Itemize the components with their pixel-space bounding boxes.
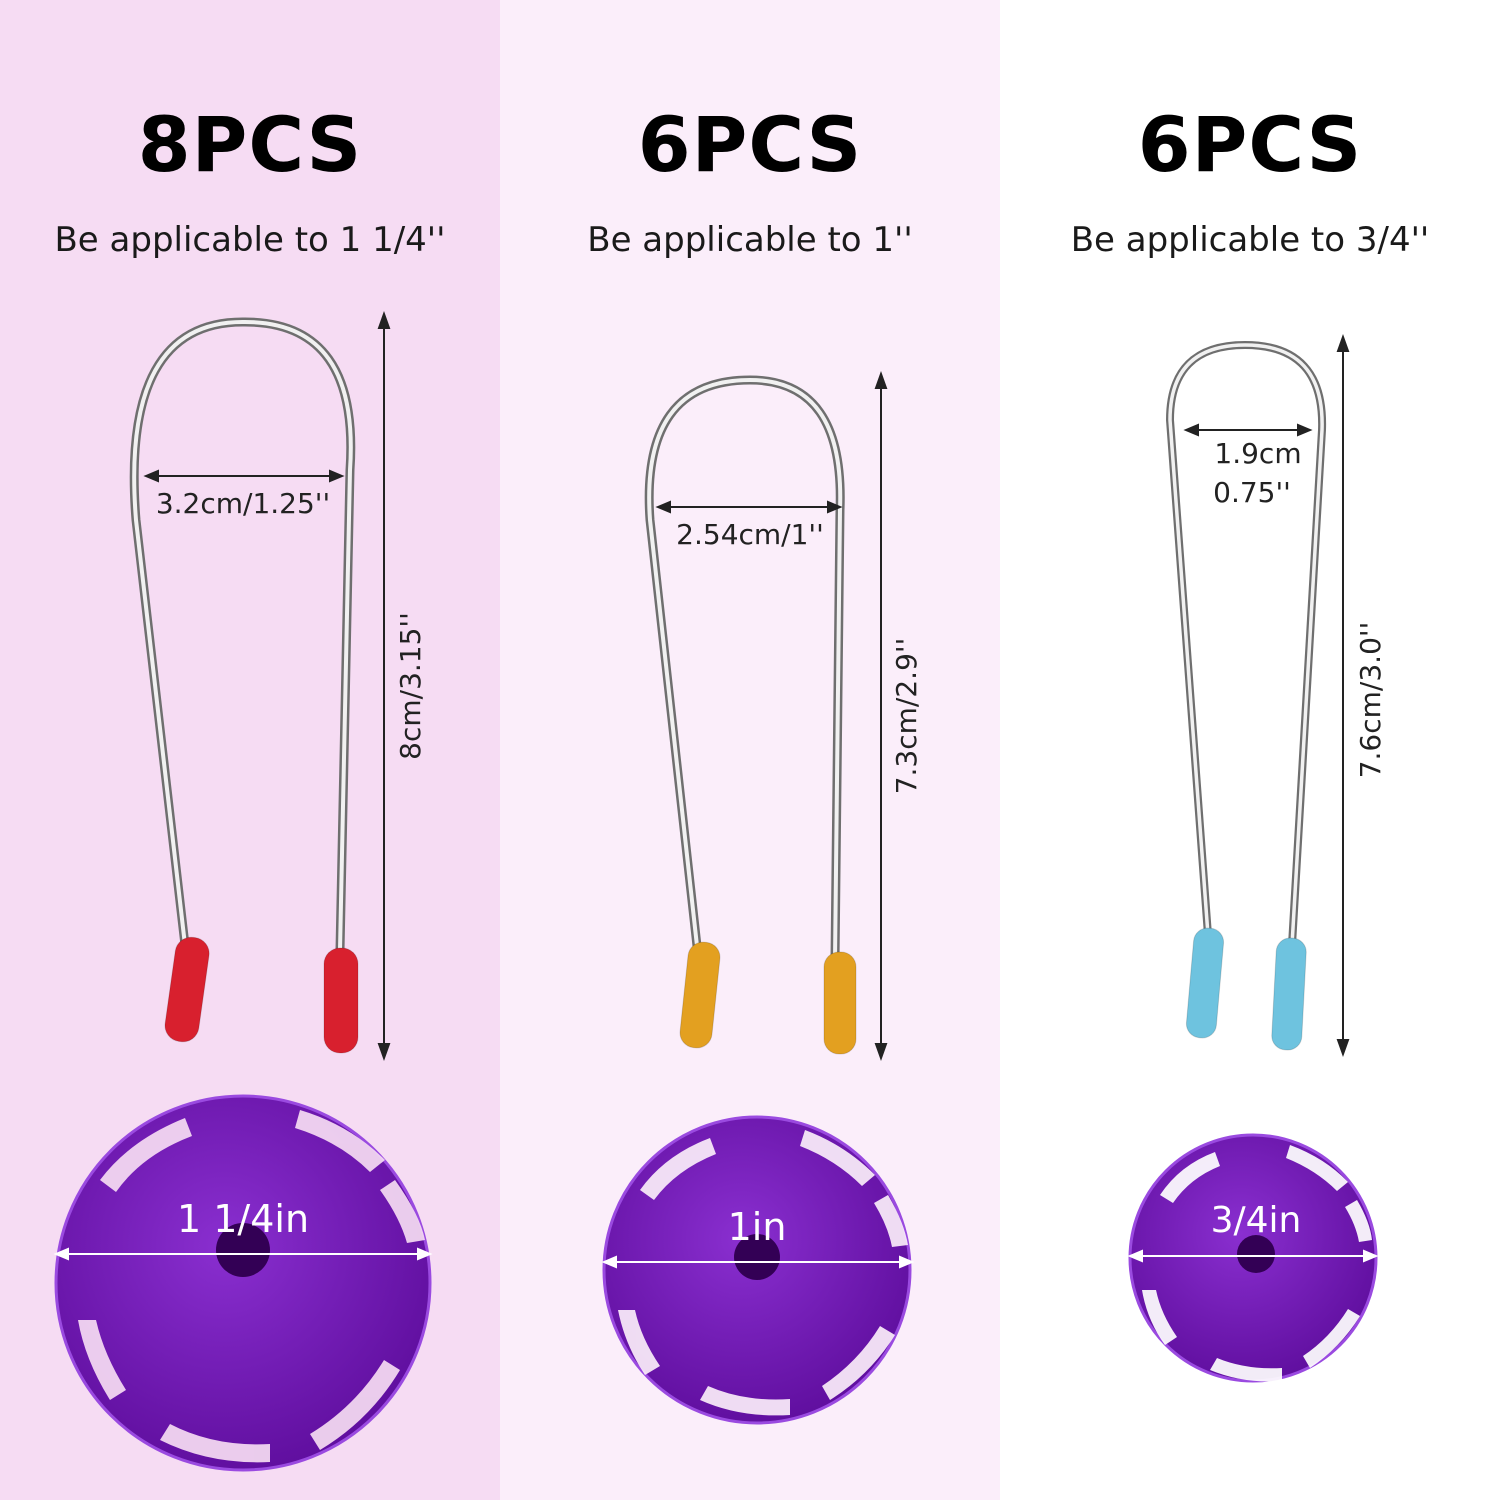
height-arrow bbox=[874, 371, 888, 1061]
piece-count: 8PCS bbox=[137, 100, 363, 189]
clip-diagram: 1.9cm 0.75'' 7.6cm/3.0'' 3/ bbox=[1127, 334, 1387, 1383]
rubber-tip-left bbox=[1185, 927, 1225, 1039]
height-label: 7.3cm/2.9'' bbox=[890, 638, 923, 795]
applicable-size: Be applicable to 1 1/4'' bbox=[54, 220, 446, 260]
piece-count: 6PCS bbox=[637, 100, 863, 189]
product-column-1-1-4in: 8PCS Be applicable to 1 1/4'' 3.2cm/1.25… bbox=[0, 0, 500, 1500]
height-arrow bbox=[1336, 334, 1350, 1057]
disc-width-arrow bbox=[601, 1255, 915, 1269]
width-arrow bbox=[143, 469, 345, 483]
height-label: 7.6cm/3.0'' bbox=[1354, 622, 1387, 779]
applicable-size: Be applicable to 1'' bbox=[587, 220, 913, 260]
piece-count: 6PCS bbox=[1137, 100, 1363, 189]
clip-diagram: 3.2cm/1.25'' 8cm/3.15'' bbox=[53, 311, 433, 1472]
rubber-tip-right bbox=[823, 951, 857, 1055]
height-arrow bbox=[377, 311, 391, 1061]
metal-clip-wire bbox=[129, 317, 356, 955]
rubber-tip-right bbox=[1271, 937, 1307, 1051]
width-arrow bbox=[1183, 423, 1313, 437]
purple-disc bbox=[1128, 1133, 1378, 1383]
disc-label: 3/4in bbox=[1211, 1200, 1302, 1241]
height-label: 8cm/3.15'' bbox=[394, 612, 427, 760]
rubber-tip-left bbox=[164, 936, 210, 1043]
clip-diagram: 2.54cm/1'' 7.3cm/2.9'' 1in bbox=[601, 371, 923, 1425]
disc-label: 1in bbox=[728, 1205, 787, 1249]
width-label-line1: 1.9cm bbox=[1214, 437, 1301, 470]
rubber-tip-right bbox=[323, 947, 359, 1054]
purple-disc bbox=[602, 1115, 912, 1425]
metal-clip-wire bbox=[644, 375, 845, 965]
product-column-1in: 6PCS Be applicable to 1'' 2.54cm/1'' 7.3… bbox=[500, 0, 1000, 1500]
width-arrow bbox=[655, 500, 843, 514]
disc-width-arrow bbox=[1127, 1249, 1379, 1263]
purple-disc bbox=[54, 1094, 432, 1472]
width-label-line2: 0.75'' bbox=[1213, 476, 1291, 509]
disc-width-arrow bbox=[53, 1247, 433, 1261]
product-column-3-4in: 6PCS Be applicable to 3/4'' 1.9cm 0.75''… bbox=[1000, 0, 1500, 1500]
applicable-size: Be applicable to 3/4'' bbox=[1070, 220, 1430, 260]
width-label: 3.2cm/1.25'' bbox=[156, 487, 330, 520]
width-label: 2.54cm/1'' bbox=[676, 518, 824, 551]
rubber-tip-left bbox=[679, 941, 721, 1049]
disc-label: 1 1/4in bbox=[177, 1197, 309, 1241]
